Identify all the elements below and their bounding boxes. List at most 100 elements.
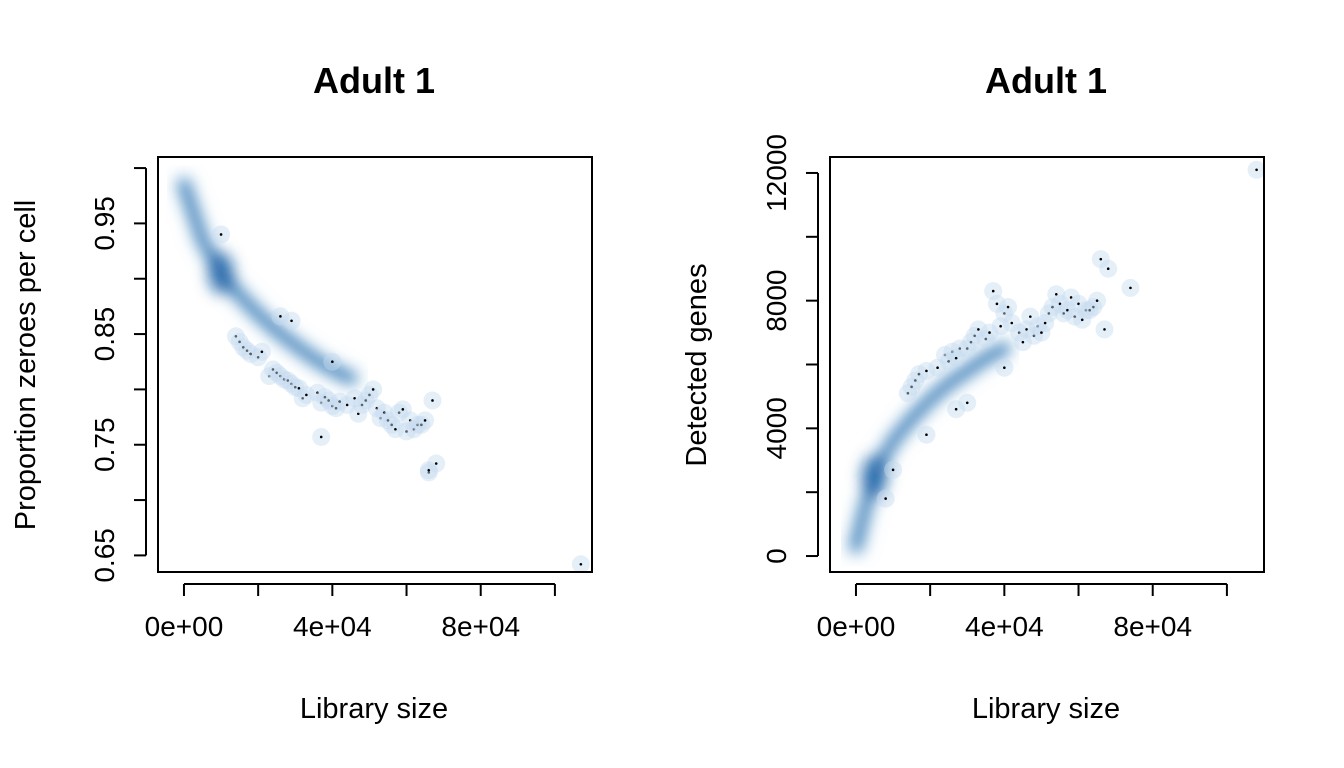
panel-proportion-zeroes: Adult 1 0e+00 4e+04 8e+04 0.65 0.75 0.85 0.95… [10,60,593,725]
data-point [382,411,386,414]
data-point [1058,302,1062,306]
data-point [238,340,241,344]
data-point [301,396,304,400]
data-point [1051,305,1054,309]
data-point [427,468,431,472]
data-point [1032,334,1036,338]
data-point [925,433,928,437]
data-point [379,416,382,420]
y-axis-label: Proportion zeroes per cell [10,200,42,530]
data-point [1040,331,1043,334]
x-axis: 0e+00 4e+04 8e+04 [145,583,556,642]
data-point [416,423,419,427]
data-point [327,399,330,402]
data-point [249,352,253,356]
data-point [256,356,260,359]
data-point [297,386,301,390]
data-point [1025,328,1028,331]
data-point [1077,302,1080,306]
plot-area [843,160,1264,560]
x-tick-label: 4e+04 [293,611,372,642]
data-point [1029,315,1032,318]
data-point [331,360,334,364]
data-point [917,372,921,376]
data-point [371,388,375,391]
data-point [988,331,991,334]
x-axis-label: Library size [972,693,1120,725]
data-point [394,427,397,431]
data-point [977,328,980,331]
plot-frame [829,156,1265,573]
data-point [390,423,393,427]
y-axis: 0 4000 8000 12000 [761,134,819,564]
plot-frame [157,156,593,573]
chart-title: Adult 1 [985,60,1107,101]
data-point [954,356,958,360]
data-point [943,353,947,357]
data-point [260,350,264,354]
data-point [999,324,1002,328]
data-point [936,366,939,369]
data-point [293,385,297,389]
y-tick-label: 0.75 [89,417,120,472]
data-point [242,346,245,349]
data-point [290,382,293,386]
data-point [368,393,371,397]
data-point [267,374,271,378]
data-point [1099,257,1103,261]
x-axis-label: Library size [300,693,448,725]
data-point [1066,308,1069,312]
x-tick-label: 0e+00 [145,611,224,642]
data-point [1088,308,1091,312]
data-point [412,427,416,431]
data-point [906,391,910,395]
data-point [234,334,238,338]
data-point [1003,312,1006,315]
y-tick-label: 4000 [761,397,792,459]
data-point [219,233,223,236]
data-point [420,423,423,427]
data-point [1010,321,1014,325]
data-point [1003,366,1006,369]
data-point [345,403,349,407]
y-tick-label: 8000 [761,270,792,332]
data-point [1021,340,1025,344]
data-point [360,403,364,407]
data-point [1054,292,1058,296]
data-point [286,379,290,382]
data-point [1106,267,1110,271]
data-point [282,378,286,381]
data-point [1095,299,1099,302]
data-point [984,337,988,341]
x-tick-label: 4e+04 [965,611,1044,642]
data-point [245,349,249,352]
data-point [910,385,913,389]
data-point [338,400,342,403]
data-point [947,360,951,363]
y-tick-label: 0 [761,548,792,564]
data-point [386,419,390,422]
data-point [1036,324,1040,328]
data-point [1255,168,1258,172]
x-tick-label: 8e+04 [441,611,520,642]
data-point [1084,308,1088,312]
data-point [319,435,323,439]
data-point [423,419,427,422]
density-band [181,182,354,381]
data-point [279,315,282,318]
data-point [408,419,412,422]
density-core [860,454,889,499]
data-point [884,497,887,500]
data-point [290,319,293,323]
data-point [1062,312,1065,315]
data-point [401,408,405,411]
data-point [965,401,969,405]
data-point [334,406,338,410]
data-point [271,368,275,371]
data-point [925,369,928,373]
x-tick-label: 8e+04 [1113,611,1192,642]
data-point [951,350,954,354]
data-point [431,399,434,402]
plot-area [171,171,590,572]
